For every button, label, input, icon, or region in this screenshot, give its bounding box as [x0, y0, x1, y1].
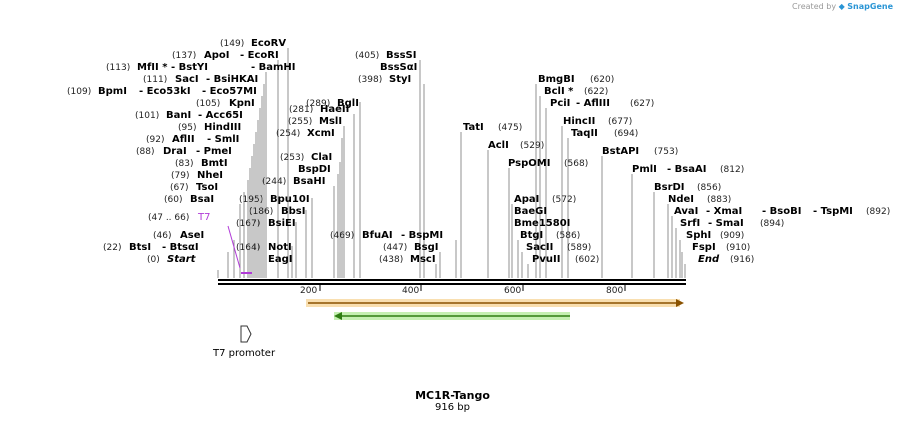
site-bsssai[interactable]: BssSαI — [380, 62, 417, 73]
sequence-backbone-top — [218, 279, 686, 281]
site-46[interactable]: (46) AseI — [153, 230, 204, 241]
site-677[interactable]: HincII (677) — [563, 116, 632, 127]
site-105[interactable]: (105) KpnI — [196, 98, 255, 109]
site-109[interactable]: (109) BpmI - Eco53kI - Eco57MI — [67, 86, 257, 97]
site-end[interactable]: End (916) — [698, 254, 754, 265]
site-88[interactable]: (88) DraI - PmeI — [136, 146, 232, 157]
site-67[interactable]: (67) TsoI — [170, 182, 218, 193]
site-eagi[interactable]: EagI — [268, 254, 292, 265]
site-894[interactable]: SrfI - SmaI (894) — [680, 218, 784, 229]
credit-prefix: Created by — [792, 2, 837, 11]
site-405[interactable]: (405) BssSI — [355, 50, 416, 61]
site-137[interactable]: (137) ApoI - EcoRI — [172, 50, 279, 61]
site-111[interactable]: (111) SacI - BsiHKAI — [143, 74, 258, 85]
t7-promoter-label[interactable]: T7 promoter — [213, 348, 276, 359]
site-bspdi[interactable]: BspDI — [298, 164, 331, 175]
site-892[interactable]: AvaI - XmaI - BsoBI - TspMI (892) — [674, 206, 890, 217]
site-289[interactable]: (289) BglI — [306, 98, 359, 109]
site-start[interactable]: (0) Start — [147, 254, 197, 265]
site-447[interactable]: (447) BsgI — [383, 242, 438, 253]
site-753[interactable]: BstAPI (753) — [602, 146, 678, 157]
site-627[interactable]: PciI - AflIII (627) — [550, 98, 654, 109]
site-167[interactable]: (167) BsiEI — [236, 218, 296, 229]
site-909[interactable]: SphI (909) — [686, 230, 744, 241]
site-195[interactable]: (195) Bpu10I — [239, 194, 310, 205]
green-feature[interactable] — [334, 312, 570, 320]
site-254[interactable]: (254) XcmI — [276, 128, 335, 139]
snapgene-logo-icon: ◆ — [838, 2, 845, 11]
sequence-name: MC1R-Tango — [415, 389, 490, 402]
ruler-label-200: 200 — [300, 286, 317, 296]
sequence-backbone-bottom — [218, 283, 686, 285]
site-22[interactable]: (22) BtsI - BtsαI — [103, 242, 199, 253]
site-60[interactable]: (60) BsaI — [164, 194, 214, 205]
site-186[interactable]: (186) BbsI — [249, 206, 305, 217]
t7-primer-leader — [227, 225, 241, 269]
site-910[interactable]: FspI (910) — [692, 242, 750, 253]
credit-brand: SnapGene — [847, 2, 893, 11]
site-812[interactable]: PmlI - BsaAI (812) — [632, 164, 744, 175]
site-83[interactable]: (83) BmtI — [175, 158, 228, 169]
site-113[interactable]: (113) MfII * - BstYI - BamHI — [106, 62, 296, 73]
site-572[interactable]: ApaI (572) — [514, 194, 576, 205]
t7-promoter-arrow-icon[interactable] — [240, 325, 252, 343]
site-586[interactable]: BtgI (586) — [520, 230, 580, 241]
site-244[interactable]: (244) BsaHI — [262, 176, 325, 187]
primer-t7[interactable]: (47 .. 66) T7 — [148, 212, 210, 223]
site-602[interactable]: PvuII (602) — [532, 254, 599, 265]
site-883[interactable]: NdeI (883) — [668, 194, 731, 205]
site-baegi[interactable]: BaeGI — [514, 206, 547, 217]
site-92[interactable]: (92) AflII - SmlI — [146, 134, 239, 145]
ruler-label-800: 800 — [606, 286, 623, 296]
site-529[interactable]: AclI (529) — [488, 140, 544, 151]
orange-feature[interactable] — [306, 299, 684, 307]
site-694[interactable]: TaqII (694) — [571, 128, 638, 139]
site-568[interactable]: PspOMI (568) — [508, 158, 588, 169]
site-622[interactable]: BclI * (622) — [544, 86, 608, 97]
site-398[interactable]: (398) StyI — [358, 74, 411, 85]
site-469[interactable]: (469) BfuAI - BspMI — [330, 230, 443, 241]
site-95[interactable]: (95) HindIII — [178, 122, 241, 133]
site-253[interactable]: (253) ClaI — [280, 152, 332, 163]
site-438[interactable]: (438) MscI — [379, 254, 436, 265]
snapgene-credit: Created by ◆ SnapGene — [792, 2, 893, 11]
site-79[interactable]: (79) NheI — [171, 170, 223, 181]
site-281[interactable]: (281) HaeII — [289, 104, 349, 115]
site-475[interactable]: TatI (475) — [463, 122, 522, 133]
ruler-label-600: 600 — [504, 286, 521, 296]
site-149[interactable]: (149) EcoRV — [220, 38, 286, 49]
sequence-length: 916 bp — [435, 402, 470, 413]
site-620[interactable]: BmgBI (620) — [538, 74, 614, 85]
site-164[interactable]: (164) NotI — [236, 242, 292, 253]
site-leader-lines — [217, 48, 686, 278]
site-589[interactable]: SacII (589) — [526, 242, 591, 253]
ruler: 200 400 600 800 — [300, 285, 626, 296]
site-856[interactable]: BsrDI (856) — [654, 182, 721, 193]
site-101[interactable]: (101) BanI - Acc65I — [135, 110, 243, 121]
ruler-label-400: 400 — [402, 286, 419, 296]
site-bme1580i[interactable]: Bme1580I — [514, 218, 570, 229]
site-255[interactable]: (255) MslI — [288, 116, 342, 127]
